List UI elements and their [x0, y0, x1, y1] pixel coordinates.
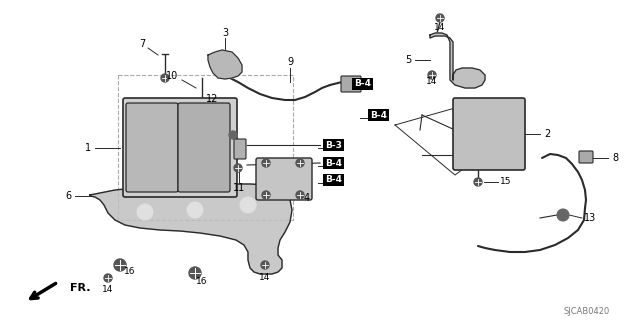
Circle shape	[137, 204, 153, 220]
Circle shape	[240, 197, 256, 213]
Circle shape	[436, 14, 444, 22]
Circle shape	[474, 178, 482, 186]
Text: 16: 16	[124, 268, 136, 276]
Text: 3: 3	[222, 28, 228, 38]
Text: 6: 6	[65, 191, 71, 201]
Circle shape	[104, 274, 112, 282]
Text: SJCAB0420: SJCAB0420	[564, 308, 610, 316]
Text: 13: 13	[584, 213, 596, 223]
Text: 12: 12	[206, 94, 218, 104]
Circle shape	[261, 261, 269, 269]
Text: 10: 10	[166, 71, 178, 81]
Circle shape	[296, 159, 304, 167]
Text: 2: 2	[544, 129, 550, 139]
Text: B-3: B-3	[325, 140, 342, 149]
Text: B-4: B-4	[354, 79, 371, 89]
Bar	[118, 75, 293, 220]
Text: 1: 1	[85, 143, 91, 153]
Circle shape	[296, 191, 304, 199]
Text: 14: 14	[259, 274, 271, 283]
Text: 4: 4	[304, 193, 310, 203]
Text: 9: 9	[287, 57, 293, 67]
Text: 15: 15	[500, 178, 512, 187]
Polygon shape	[208, 50, 242, 79]
Circle shape	[557, 209, 569, 221]
FancyBboxPatch shape	[341, 76, 361, 92]
FancyBboxPatch shape	[126, 103, 178, 192]
Circle shape	[187, 202, 203, 218]
Text: B-4: B-4	[325, 158, 342, 167]
Text: B-4: B-4	[370, 110, 387, 119]
Text: 14: 14	[426, 77, 438, 86]
Text: FR.: FR.	[70, 283, 90, 293]
FancyBboxPatch shape	[178, 103, 230, 192]
Text: 16: 16	[196, 277, 208, 286]
Text: B-4: B-4	[325, 175, 342, 185]
Text: 11: 11	[233, 183, 245, 193]
Circle shape	[229, 131, 237, 139]
FancyBboxPatch shape	[453, 98, 525, 170]
FancyBboxPatch shape	[123, 98, 237, 197]
Text: 7: 7	[139, 39, 145, 49]
Text: 14: 14	[435, 22, 445, 31]
Polygon shape	[430, 33, 485, 88]
FancyBboxPatch shape	[256, 158, 312, 200]
Text: 8: 8	[612, 153, 618, 163]
Circle shape	[161, 74, 169, 82]
Circle shape	[262, 191, 270, 199]
Circle shape	[114, 259, 126, 271]
FancyBboxPatch shape	[234, 139, 246, 159]
Circle shape	[234, 164, 242, 172]
Circle shape	[428, 71, 436, 79]
FancyBboxPatch shape	[579, 151, 593, 163]
Circle shape	[189, 267, 201, 279]
Text: 5: 5	[405, 55, 411, 65]
Circle shape	[262, 159, 270, 167]
Polygon shape	[90, 184, 292, 274]
Text: 14: 14	[102, 285, 114, 294]
